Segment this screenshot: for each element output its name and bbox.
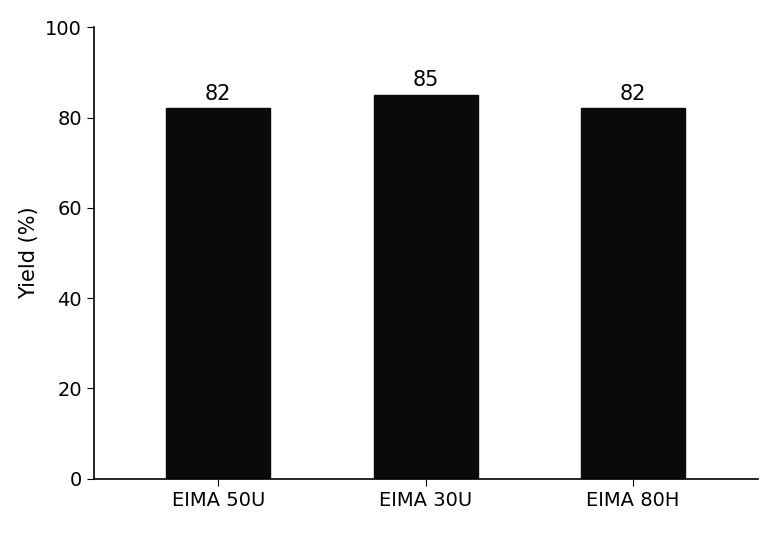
Bar: [374, 95, 477, 479]
Y-axis label: Yield (%): Yield (%): [20, 207, 40, 299]
Bar: [581, 108, 685, 479]
Text: 85: 85: [412, 70, 439, 90]
Text: 82: 82: [205, 84, 231, 104]
Text: 82: 82: [620, 84, 647, 104]
Bar: [166, 108, 270, 479]
